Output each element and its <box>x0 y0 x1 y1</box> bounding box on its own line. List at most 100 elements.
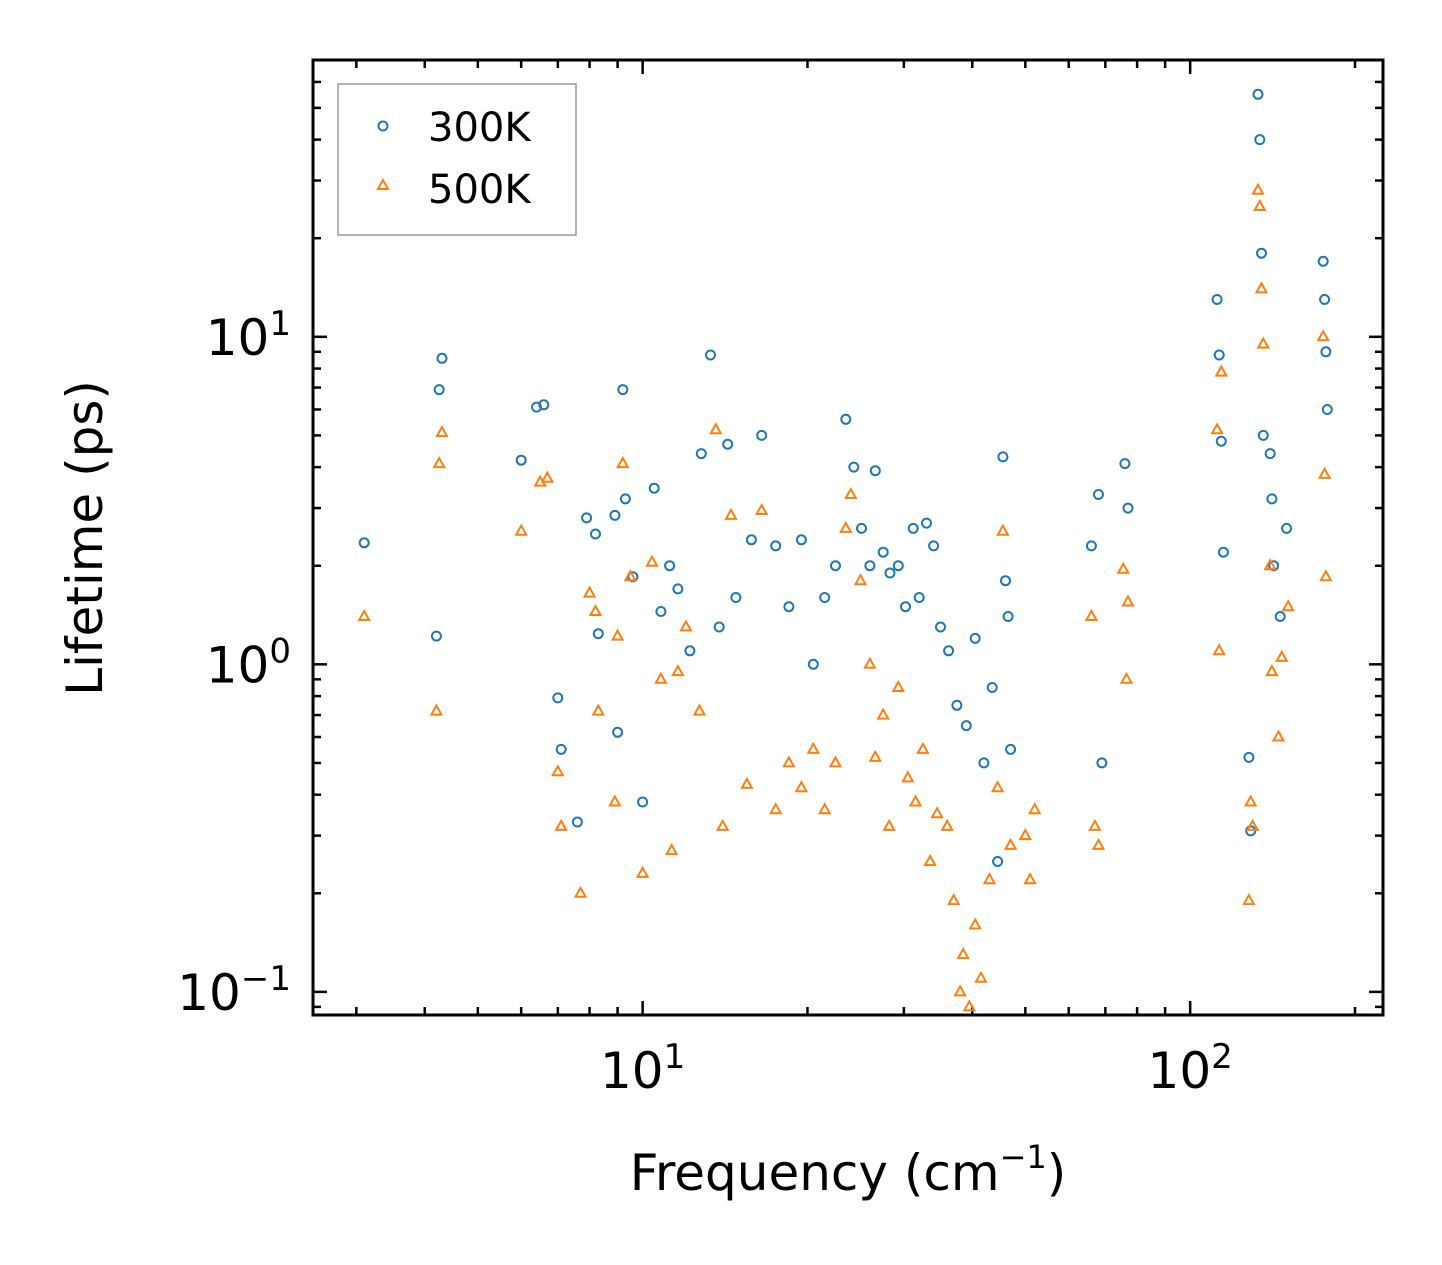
point-300k <box>1264 448 1276 460</box>
point-500k <box>863 656 877 669</box>
point-300k <box>819 592 831 603</box>
point-300k <box>1257 429 1269 441</box>
legend-box <box>337 83 577 236</box>
point-300k <box>430 630 442 642</box>
point-500k <box>709 422 723 435</box>
point-300k <box>1320 346 1332 358</box>
point-300k <box>1093 489 1104 500</box>
point-300k <box>978 757 990 769</box>
x-axis-label: Frequency (cm−1) <box>630 1138 1067 1202</box>
point-300k <box>856 522 867 534</box>
point-500k <box>982 872 997 885</box>
x-tick-label: 101 <box>600 1037 685 1100</box>
point-300k <box>830 560 841 572</box>
point-300k <box>992 856 1004 867</box>
point-500k <box>1028 802 1042 815</box>
point-300k <box>1281 522 1293 534</box>
point-300k <box>664 560 676 572</box>
point-500k <box>956 947 970 960</box>
point-300k <box>730 592 742 603</box>
point-300k <box>592 628 604 640</box>
point-300k <box>1274 611 1286 622</box>
point-300k <box>884 567 896 579</box>
point-500k <box>1212 643 1226 656</box>
point-300k <box>433 384 445 396</box>
point-500k <box>974 970 988 983</box>
point-300k <box>358 537 370 549</box>
point-300k <box>807 658 819 670</box>
point-500k <box>616 456 630 469</box>
point-300k <box>921 517 932 529</box>
point-500k <box>610 628 625 641</box>
legend-marker-500k <box>376 177 390 190</box>
point-500k <box>940 818 954 831</box>
legend-label-500k: 500K <box>428 167 532 213</box>
point-300k <box>1321 404 1333 415</box>
point-500k <box>540 470 555 483</box>
point-300k <box>969 632 981 644</box>
point-500k <box>740 776 754 789</box>
point-500k <box>716 818 730 831</box>
legend-label-300k: 300K <box>428 105 532 151</box>
point-300k <box>1211 294 1223 305</box>
plot-frame <box>311 58 1385 1017</box>
point-500k <box>1210 422 1224 435</box>
point-500k <box>665 843 679 856</box>
point-500k <box>1251 182 1265 195</box>
point-500k <box>908 794 923 807</box>
point-500k <box>551 764 565 777</box>
data-points <box>357 88 1333 1012</box>
point-300k <box>1319 294 1331 305</box>
point-300k <box>795 534 807 546</box>
point-500k <box>794 780 809 793</box>
point-300k <box>552 692 564 704</box>
point-300k <box>783 601 795 613</box>
point-500k <box>1265 664 1279 677</box>
point-500k <box>923 853 937 866</box>
point-500k <box>844 486 858 499</box>
legend: 300K 500K <box>337 83 577 236</box>
point-500k <box>853 573 868 586</box>
y-tick-label: 100 <box>206 631 291 694</box>
point-300k <box>590 528 601 540</box>
point-500k <box>806 741 820 754</box>
point-300k <box>869 465 881 477</box>
point-300k <box>1000 575 1011 587</box>
point-300k <box>538 399 550 411</box>
point-500k <box>968 917 982 930</box>
point-500k <box>1091 837 1106 850</box>
point-500k <box>1003 837 1018 850</box>
point-500k <box>996 523 1010 536</box>
point-500k <box>679 619 693 632</box>
point-500k <box>635 865 650 878</box>
point-300k <box>900 601 911 613</box>
point-500k <box>839 520 853 533</box>
point-300k <box>648 482 660 494</box>
point-500k <box>755 502 769 515</box>
point-500k <box>1316 329 1330 342</box>
point-300k <box>1096 757 1108 769</box>
point-300k <box>571 816 583 828</box>
point-500k <box>608 794 622 807</box>
point-300k <box>864 560 876 572</box>
point-300k <box>1213 349 1225 361</box>
point-300k <box>612 726 624 738</box>
point-500k <box>582 585 597 598</box>
point-500k <box>782 755 796 768</box>
point-500k <box>1244 794 1258 807</box>
point-300k <box>1317 255 1329 267</box>
point-300k <box>756 429 768 441</box>
point-500k <box>1254 281 1269 294</box>
point-300k <box>1005 743 1017 755</box>
point-500k <box>645 554 659 567</box>
point-300k <box>515 454 527 466</box>
point-300k <box>722 438 734 450</box>
point-300k <box>531 401 542 413</box>
point-300k <box>928 540 940 552</box>
point-300k <box>848 461 860 473</box>
point-500k <box>1084 608 1099 621</box>
point-500k <box>654 671 668 684</box>
point-300k <box>1002 611 1014 622</box>
